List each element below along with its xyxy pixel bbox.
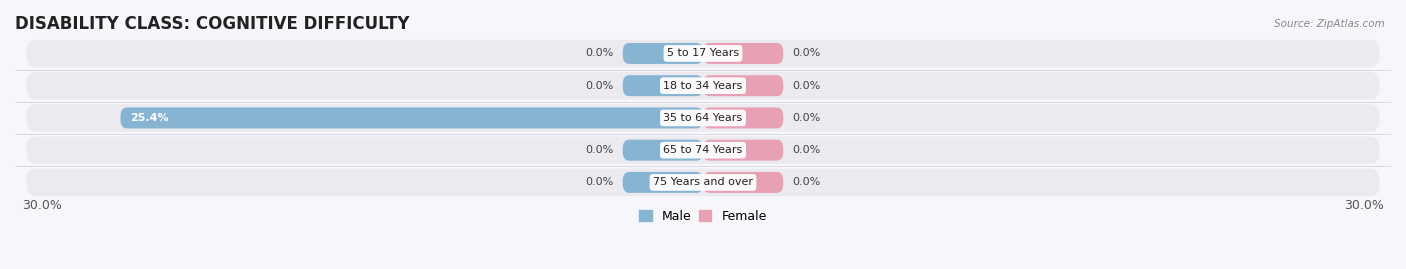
Legend: Male, Female: Male, Female	[634, 205, 772, 228]
Text: 35 to 64 Years: 35 to 64 Years	[664, 113, 742, 123]
Text: 65 to 74 Years: 65 to 74 Years	[664, 145, 742, 155]
Text: 0.0%: 0.0%	[793, 48, 821, 58]
Text: 0.0%: 0.0%	[793, 145, 821, 155]
FancyBboxPatch shape	[121, 107, 703, 128]
Text: 30.0%: 30.0%	[22, 199, 62, 211]
Text: 30.0%: 30.0%	[1344, 199, 1384, 211]
FancyBboxPatch shape	[623, 140, 703, 161]
Text: Source: ZipAtlas.com: Source: ZipAtlas.com	[1274, 19, 1385, 29]
FancyBboxPatch shape	[27, 40, 1379, 67]
Text: 18 to 34 Years: 18 to 34 Years	[664, 81, 742, 91]
Text: 0.0%: 0.0%	[793, 113, 821, 123]
Text: 0.0%: 0.0%	[585, 81, 613, 91]
FancyBboxPatch shape	[703, 107, 783, 128]
FancyBboxPatch shape	[27, 136, 1379, 164]
Text: 0.0%: 0.0%	[585, 48, 613, 58]
Text: 0.0%: 0.0%	[585, 178, 613, 187]
FancyBboxPatch shape	[27, 72, 1379, 100]
FancyBboxPatch shape	[623, 43, 703, 64]
FancyBboxPatch shape	[27, 169, 1379, 196]
FancyBboxPatch shape	[703, 75, 783, 96]
Text: 5 to 17 Years: 5 to 17 Years	[666, 48, 740, 58]
FancyBboxPatch shape	[623, 172, 703, 193]
Text: 25.4%: 25.4%	[129, 113, 169, 123]
Text: 75 Years and over: 75 Years and over	[652, 178, 754, 187]
Text: 0.0%: 0.0%	[793, 178, 821, 187]
Text: 0.0%: 0.0%	[585, 145, 613, 155]
FancyBboxPatch shape	[703, 172, 783, 193]
Text: DISABILITY CLASS: COGNITIVE DIFFICULTY: DISABILITY CLASS: COGNITIVE DIFFICULTY	[15, 15, 409, 33]
Text: 0.0%: 0.0%	[793, 81, 821, 91]
FancyBboxPatch shape	[703, 140, 783, 161]
FancyBboxPatch shape	[27, 104, 1379, 132]
FancyBboxPatch shape	[623, 75, 703, 96]
FancyBboxPatch shape	[703, 43, 783, 64]
